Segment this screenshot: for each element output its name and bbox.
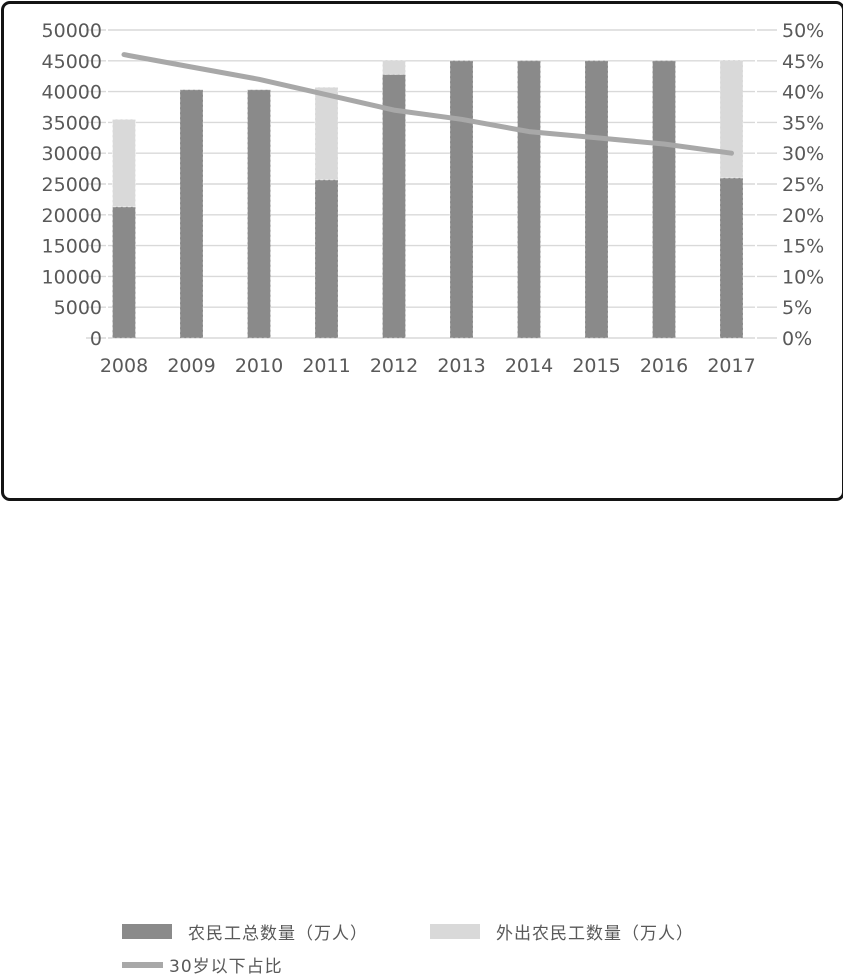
left-axis-label: 25000: [42, 174, 102, 196]
right-axis-label: 50%: [782, 20, 824, 42]
bar-total-2008: [112, 206, 136, 339]
bar-outgoing-2011: [314, 86, 339, 181]
left-axis-label: 35000: [42, 112, 102, 134]
bar-total-2013: [449, 60, 474, 339]
left-axis-label: 50000: [42, 20, 102, 42]
legend-under30-line-swatch: [122, 961, 163, 968]
right-axis-label: 10%: [782, 266, 824, 288]
legend-total-bar-swatch: [122, 924, 172, 939]
right-axis-label: 15%: [782, 236, 824, 258]
right-axis-label: 25%: [782, 174, 824, 196]
x-axis-label: 2016: [640, 355, 688, 377]
right-axis-label: 0%: [782, 328, 812, 350]
left-axis-label: 20000: [42, 205, 102, 227]
left-axis-label: 30000: [42, 143, 102, 165]
left-axis-label: 0: [90, 328, 102, 350]
bar-total-2015: [584, 60, 609, 339]
left-axis-label: 40000: [42, 82, 102, 104]
right-axis-label: 20%: [782, 205, 824, 227]
left-axis-label: 5000: [54, 297, 102, 319]
bar-outgoing-2012: [382, 59, 406, 75]
left-axis-label: 45000: [42, 51, 102, 73]
right-axis-label: 40%: [782, 82, 824, 104]
bar-total-2009: [179, 89, 204, 339]
right-axis-label: 45%: [782, 51, 824, 73]
legend-outgoing-label: 外出农民工数量（万人）: [496, 924, 694, 944]
bar-total-2014: [517, 60, 541, 339]
chart-area: 0 0% 5000 5% 10000 10% 15000 15% 20000 20% 25000 25…: [42, 20, 825, 977]
left-axis-label: 10000: [42, 266, 102, 288]
right-axis-label: 5%: [782, 297, 812, 319]
x-axis-label: 2011: [302, 355, 350, 377]
bar-outgoing-2017: [719, 59, 744, 179]
left-axis-label: 15000: [42, 236, 102, 258]
right-axis-label: 30%: [782, 143, 824, 165]
bar-total-2010: [247, 89, 271, 339]
bar-total-2017: [719, 177, 744, 339]
x-axis-label: 2008: [100, 355, 148, 377]
x-axis-label: 2012: [370, 355, 418, 377]
legend-item-total: 农民工总数量（万人）: [122, 919, 368, 944]
x-axis-label: 2013: [437, 355, 485, 377]
x-axis-label: 2014: [505, 355, 553, 377]
x-axis-label: 2009: [167, 355, 215, 377]
legend-item-outgoing: 外出农民工数量（万人）: [430, 919, 694, 944]
bar-total-2012: [382, 73, 406, 339]
x-axis-label: 2015: [572, 355, 620, 377]
x-axis-label: 2017: [707, 355, 755, 377]
under30-line: [121, 52, 734, 156]
bar-total-2011: [314, 179, 339, 339]
right-axis-label: 35%: [782, 112, 824, 134]
x-axis-label: 2010: [235, 355, 283, 377]
legend-total-label: 农民工总数量（万人）: [188, 924, 368, 944]
legend-item-under30: 30岁以下占比: [122, 952, 283, 977]
legend-under30-label: 30岁以下占比: [169, 957, 283, 977]
chart-plot: 0 0% 5000 5% 10000 10% 15000 15% 20000 20% 25000 25…: [42, 20, 825, 377]
chart-frame: [1, 1, 843, 501]
bar-outgoing-2008: [112, 118, 136, 208]
bar-total-2016: [652, 60, 676, 339]
legend-outgoing-bar-swatch: [430, 924, 480, 939]
